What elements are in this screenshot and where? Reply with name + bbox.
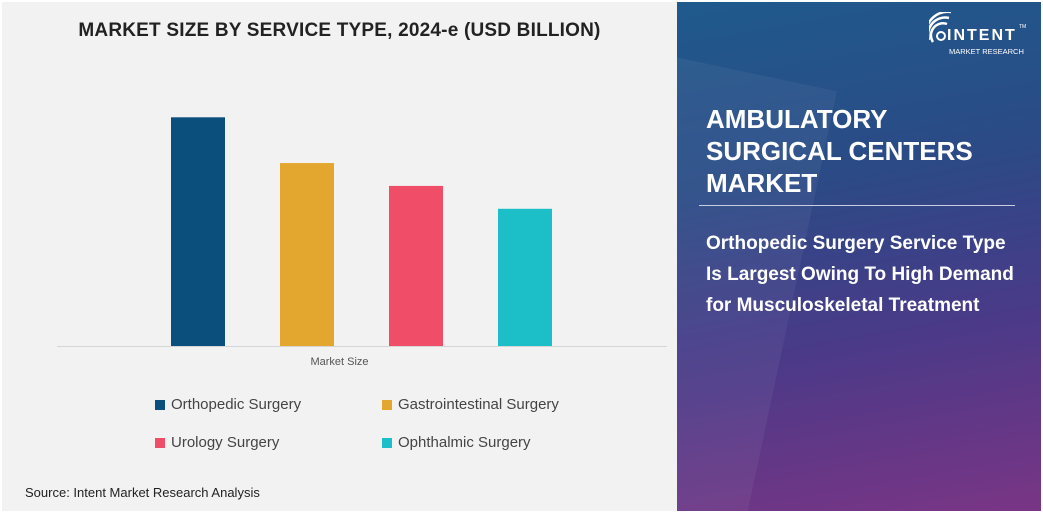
bar-chart <box>57 117 667 347</box>
info-panel: INTENT MARKET RESEARCH TM AMBULATORY SUR… <box>677 2 1041 511</box>
logo-brand: INTENT <box>947 27 1017 44</box>
legend-label: Ophthalmic Surgery <box>398 434 531 451</box>
bar-ophthalmic-surgery <box>498 208 552 346</box>
source-note: Source: Intent Market Research Analysis <box>25 485 260 500</box>
chart-panel: MARKET SIZE BY SERVICE TYPE, 2024-e (USD… <box>2 2 677 511</box>
legend-label: Urology Surgery <box>171 434 280 451</box>
legend-item: Urology Surgery <box>155 434 279 451</box>
key-insight: Orthopedic Surgery Service Type Is Large… <box>706 233 1014 316</box>
bar-urology-surgery <box>389 185 443 346</box>
intent-logo: INTENT MARKET RESEARCH TM <box>929 12 1029 62</box>
chart-title: MARKET SIZE BY SERVICE TYPE, 2024-e (USD… <box>78 20 601 41</box>
signal-icon <box>929 12 951 43</box>
legend-swatch <box>155 399 165 410</box>
legend-label: Orthopedic Surgery <box>171 396 302 413</box>
legend-swatch <box>382 437 392 448</box>
legend-item: Gastrointestinal Surgery <box>382 396 559 413</box>
legend-swatch <box>155 437 165 448</box>
legend-swatch <box>382 399 392 410</box>
legend-item: Ophthalmic Surgery <box>382 434 531 451</box>
logo-tm: TM <box>1019 24 1027 30</box>
bar-orthopedic-surgery <box>171 117 225 346</box>
market-headline: AMBULATORY SURGICAL CENTERS MARKET <box>706 104 973 198</box>
logo-tagline: MARKET RESEARCH <box>949 47 1024 56</box>
legend-label: Gastrointestinal Surgery <box>398 396 559 413</box>
divider <box>699 205 1015 206</box>
x-axis-label: Market Size <box>310 356 369 368</box>
bar-gastrointestinal-surgery <box>280 163 334 346</box>
legend-item: Orthopedic Surgery <box>155 396 301 413</box>
